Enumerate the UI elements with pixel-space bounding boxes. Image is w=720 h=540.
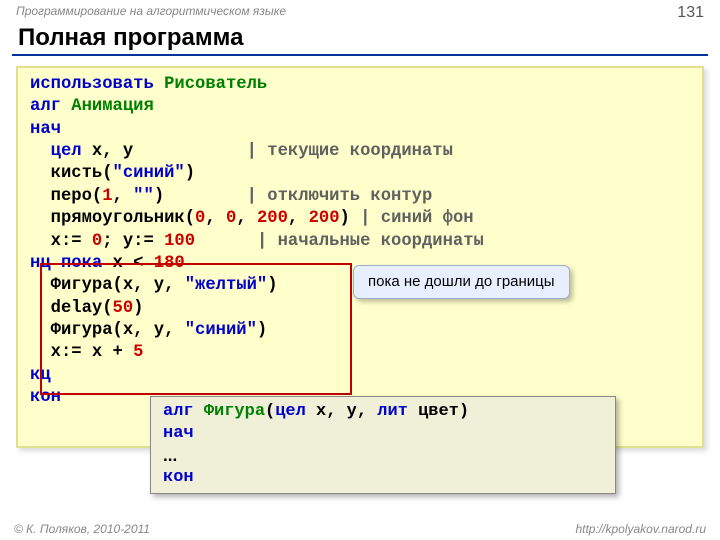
keyword: алг — [30, 97, 61, 116]
code-text: , — [288, 209, 309, 228]
code-line: цел x, y | текущие координаты — [30, 141, 690, 163]
number: 1 — [102, 187, 112, 206]
number: 0 — [92, 232, 102, 251]
code-line: перо(1, "") | отключить контур — [30, 186, 690, 208]
code-text: ) — [154, 187, 247, 206]
keyword: цел — [275, 402, 306, 421]
keyword: цел — [51, 142, 82, 161]
code-text: перо( — [30, 187, 102, 206]
number: 50 — [113, 299, 134, 318]
footer-right: http://kpolyakov.narod.ru — [575, 522, 706, 536]
code-text: ; y:= — [102, 232, 164, 251]
main-code-block: использовать Рисователь алг Анимация нач… — [16, 66, 704, 448]
code-line: delay(50) — [30, 298, 690, 320]
number: 200 — [257, 209, 288, 228]
code-text: ) — [340, 209, 361, 228]
code-line: алг Фигура(цел x, y, лит цвет) — [163, 401, 603, 423]
keyword: нач — [30, 120, 61, 139]
code-text: , — [113, 187, 134, 206]
code-line: x:= 0; y:= 100 | начальные координаты — [30, 231, 690, 253]
code-line: x:= x + 5 — [30, 342, 690, 364]
code-line: Фигура(x, y, "синий") — [30, 320, 690, 342]
code-text: x, y — [82, 142, 247, 161]
code-text: ... — [163, 446, 177, 465]
code-text: x, y, — [306, 402, 377, 421]
code-text: , — [236, 209, 257, 228]
keyword: кон — [163, 468, 194, 487]
code-text: , — [205, 209, 226, 228]
code-line: ... — [163, 445, 603, 467]
header-bar: Программирование на алгоритмическом язык… — [0, 0, 720, 24]
sub-code-block: алг Фигура(цел x, y, лит цвет) нач ... к… — [150, 396, 616, 494]
number: 5 — [133, 343, 143, 362]
page-title: Полная программа — [0, 24, 720, 54]
footer-left: © К. Поляков, 2010-2011 — [14, 522, 150, 536]
code-text: цвет) — [408, 402, 469, 421]
keyword: кц — [30, 366, 51, 385]
callout-box: пока не дошли до границы — [353, 265, 570, 299]
proc-name: Фигура — [204, 402, 265, 421]
code-text: x < — [102, 254, 154, 273]
keyword: алг — [163, 402, 194, 421]
keyword: кон — [30, 388, 61, 407]
string: "желтый" — [185, 276, 268, 295]
keyword: нц пока — [30, 254, 102, 273]
code-line: нач — [30, 119, 690, 141]
number: 200 — [309, 209, 340, 228]
code-text: ) — [267, 276, 277, 295]
comment: | синий фон — [360, 209, 473, 228]
code-line: алг Анимация — [30, 96, 690, 118]
code-text: ( — [265, 402, 275, 421]
title-underline — [12, 54, 708, 56]
number: 180 — [154, 254, 185, 273]
code-text: delay( — [30, 299, 113, 318]
code-text: Фигура(x, y, — [30, 276, 185, 295]
code-line: кон — [163, 467, 603, 489]
comment: | текущие координаты — [247, 142, 453, 161]
callout-text: пока не дошли до границы — [368, 273, 555, 290]
code-line: нач — [163, 423, 603, 445]
string: "" — [133, 187, 154, 206]
number: 0 — [195, 209, 205, 228]
code-text: прямоугольник( — [30, 209, 195, 228]
proc-name: Рисователь — [164, 75, 267, 94]
code-text: ) — [257, 321, 267, 340]
code-text — [195, 232, 257, 251]
code-line: прямоугольник(0, 0, 200, 200) | синий фо… — [30, 208, 690, 230]
comment: | отключить контур — [247, 187, 433, 206]
code-text: ) — [185, 164, 195, 183]
keyword: нач — [163, 424, 194, 443]
code-text: кисть( — [30, 164, 113, 183]
keyword: использовать — [30, 75, 154, 94]
code-text: ) — [133, 299, 143, 318]
code-line: кисть("синий") — [30, 163, 690, 185]
code-text: x:= — [30, 232, 92, 251]
footer: © К. Поляков, 2010-2011 http://kpolyakov… — [14, 522, 706, 536]
string: "синий" — [185, 321, 257, 340]
string: "синий" — [113, 164, 185, 183]
number: 100 — [164, 232, 195, 251]
keyword: лит — [377, 402, 408, 421]
code-text: x:= x + — [30, 343, 133, 362]
code-text: Фигура(x, y, — [30, 321, 185, 340]
number: 0 — [226, 209, 236, 228]
code-line: использовать Рисователь — [30, 74, 690, 96]
code-line: кц — [30, 365, 690, 387]
proc-name: Анимация — [71, 97, 154, 116]
page-number: 131 — [677, 4, 704, 22]
comment: | начальные координаты — [257, 232, 484, 251]
header-left: Программирование на алгоритмическом язык… — [16, 4, 286, 22]
